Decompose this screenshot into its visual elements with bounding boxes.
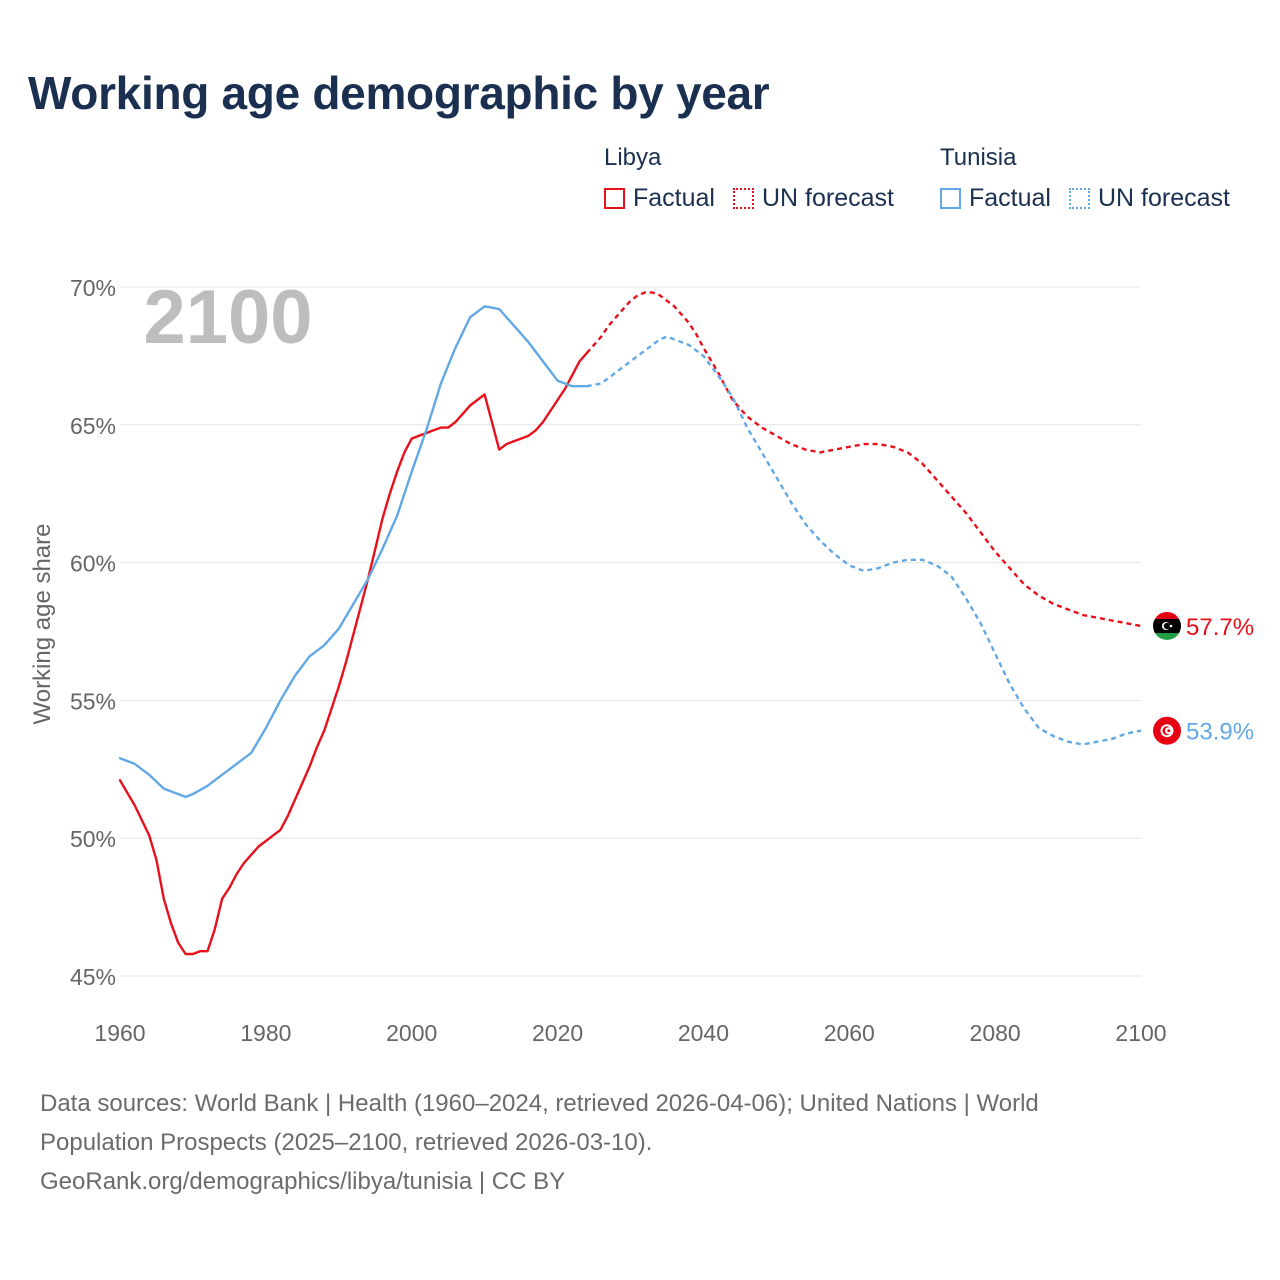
chart-title: Working age demographic by year xyxy=(28,67,770,119)
sources-line-3[interactable]: GeoRank.org/demographics/libya/tunisia |… xyxy=(40,1168,566,1195)
legend-tunisia-factual-swatch xyxy=(940,188,961,209)
sources-line-1: Data sources: World Bank | Health (1960–… xyxy=(40,1090,1039,1117)
legend-libya-factual-swatch xyxy=(604,188,625,209)
y-axis-ticks: 45% 50% 55% 60% 65% 70% xyxy=(70,275,116,990)
legend-libya-title: Libya xyxy=(604,144,662,171)
legend-tunisia-factual-label: Factual xyxy=(969,184,1051,212)
data-sources: Data sources: World Bank | Health (1960–… xyxy=(40,1084,1240,1201)
line-chart: 2100 Working age share 45% 50% 55% 60% 65% 70… xyxy=(29,275,1254,1046)
gridlines xyxy=(120,286,1141,977)
tunisia-flag-icon xyxy=(1153,716,1181,745)
legend-libya-forecast-swatch xyxy=(732,188,754,209)
sources-line-2: Population Prospects (2025–2100, retriev… xyxy=(40,1129,653,1156)
legend-libya-factual[interactable]: Factual xyxy=(604,184,715,213)
year-watermark: 2100 xyxy=(143,275,312,360)
legend-tunisia: Tunisia Factual UN forecast xyxy=(940,144,1230,213)
legend-libya-factual-label: Factual xyxy=(633,184,715,212)
tunisia-forecast-line[interactable] xyxy=(586,335,1142,746)
libya-end-label: 57.7% xyxy=(1186,614,1254,641)
x-tick-label: 1960 xyxy=(94,1020,145,1046)
legend-libya-forecast-label: UN forecast xyxy=(761,184,894,212)
y-tick-label: 55% xyxy=(70,688,116,714)
x-tick-label: 2000 xyxy=(386,1020,437,1046)
legend-tunisia-factual[interactable]: Factual xyxy=(940,184,1051,213)
y-tick-label: 65% xyxy=(70,413,116,439)
x-axis-ticks: 1960 1980 2000 2020 2040 2060 2080 2100 xyxy=(94,1020,1166,1046)
legend-libya: Libya Factual UN forecast xyxy=(604,144,912,213)
libya-forecast-line[interactable] xyxy=(585,291,1142,628)
legend-tunisia-forecast[interactable]: UN forecast xyxy=(1068,184,1230,213)
y-tick-label: 50% xyxy=(70,826,116,852)
legend-tunisia-title: Tunisia xyxy=(940,144,1017,171)
tunisia-end-label: 53.9% xyxy=(1186,719,1254,746)
end-markers: 57.7% 53.9% xyxy=(1153,611,1254,746)
x-tick-label: 2060 xyxy=(824,1020,875,1046)
legend-libya-forecast[interactable]: UN forecast xyxy=(732,184,894,213)
libya-flag-icon xyxy=(1153,611,1181,640)
tunisia-factual-line[interactable] xyxy=(118,305,588,799)
y-tick-label: 45% xyxy=(70,964,116,990)
x-tick-label: 2020 xyxy=(532,1020,583,1046)
x-tick-label: 1980 xyxy=(240,1020,291,1046)
x-tick-label: 2080 xyxy=(970,1020,1021,1046)
legend-tunisia-forecast-swatch xyxy=(1068,188,1090,209)
legend-tunisia-forecast-label: UN forecast xyxy=(1097,184,1230,212)
x-tick-label: 2040 xyxy=(678,1020,729,1046)
libya-factual-line[interactable] xyxy=(118,351,588,956)
series-lines xyxy=(118,291,1142,956)
y-axis-label: Working age share xyxy=(29,524,56,725)
y-tick-label: 60% xyxy=(70,551,116,577)
y-tick-label: 70% xyxy=(70,275,116,301)
x-tick-label: 2100 xyxy=(1115,1020,1166,1046)
